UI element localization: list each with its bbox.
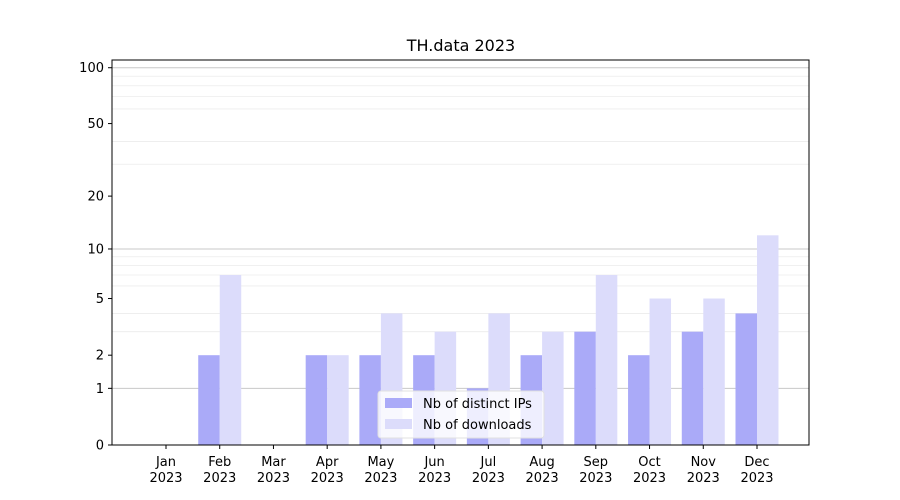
legend-swatch bbox=[385, 398, 412, 408]
x-tick-label: Oct 2023 bbox=[633, 455, 666, 486]
x-tick-label: Apr 2023 bbox=[311, 455, 344, 486]
y-tick-label: 20 bbox=[87, 190, 104, 205]
x-tick-label: Mar 2023 bbox=[257, 455, 290, 486]
bar-ips bbox=[735, 313, 757, 445]
x-tick-label: Jul 2023 bbox=[472, 455, 505, 486]
y-tick-label: 5 bbox=[96, 292, 104, 307]
x-tick-label: Sep 2023 bbox=[579, 455, 612, 486]
y-tick-label: 50 bbox=[87, 117, 104, 132]
bar-ips bbox=[574, 331, 596, 445]
legend-box bbox=[377, 390, 545, 439]
bar-downloads bbox=[757, 235, 779, 445]
bar-downloads bbox=[649, 298, 672, 445]
x-tick-label: Dec 2023 bbox=[740, 455, 773, 486]
y-tick-label: 10 bbox=[87, 242, 104, 257]
legend-label: Nb of distinct IPs bbox=[423, 397, 532, 412]
legend-swatch bbox=[385, 419, 412, 429]
y-axis: 0 1 2 5 10 20 50 100 bbox=[79, 61, 112, 454]
plot-frame bbox=[111, 59, 810, 446]
bar-downloads bbox=[219, 275, 242, 445]
bar-ips bbox=[628, 355, 650, 445]
x-tick-label: Feb 2023 bbox=[203, 455, 236, 486]
bar-ips bbox=[198, 355, 220, 445]
bar-downloads bbox=[327, 355, 349, 445]
x-axis: Jan 2023 Feb 2023 Mar 2023 Apr 2023 May 2023 Jun 20… bbox=[149, 445, 774, 486]
x-tick-label: Aug 2023 bbox=[526, 455, 559, 486]
bar-ips bbox=[359, 355, 381, 445]
bar-ips bbox=[681, 331, 704, 445]
y-tick-label: 2 bbox=[96, 349, 104, 364]
y-tick-label: 1 bbox=[96, 382, 104, 397]
bar-downloads bbox=[542, 331, 564, 445]
legend: Nb of distinct IPs Nb of downloads bbox=[377, 390, 545, 439]
bar-downloads bbox=[703, 298, 725, 445]
x-tick-label: May 2023 bbox=[364, 455, 397, 486]
legend-label: Nb of downloads bbox=[423, 418, 532, 433]
y-tick-label: 0 bbox=[96, 439, 104, 454]
y-tick-label: 100 bbox=[79, 61, 104, 76]
bar-downloads bbox=[595, 275, 618, 445]
x-tick-label: Nov 2023 bbox=[687, 455, 720, 486]
x-tick-label: Jan 2023 bbox=[149, 455, 182, 486]
bar-ips bbox=[305, 355, 328, 445]
x-tick-label: Jun 2023 bbox=[418, 455, 451, 486]
chart-title: TH.data 2023 bbox=[406, 36, 515, 55]
